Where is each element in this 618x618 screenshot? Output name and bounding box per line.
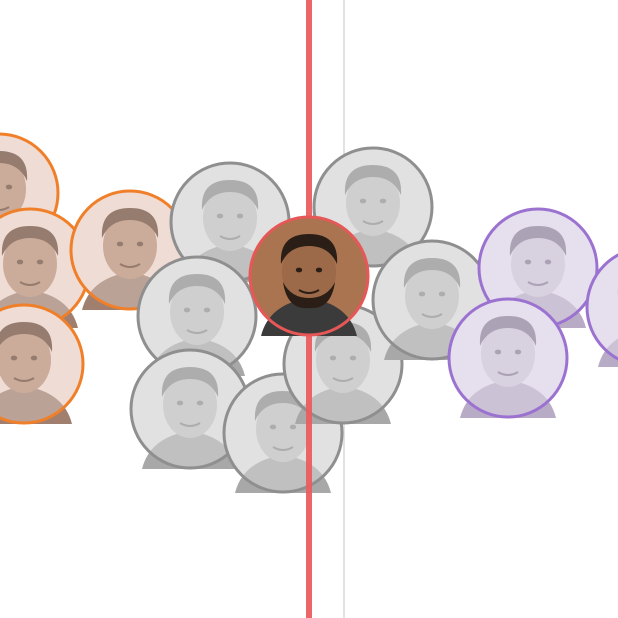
avatar-eye-left bbox=[359, 198, 367, 204]
avatar-face bbox=[481, 321, 535, 387]
avatar-wash bbox=[449, 299, 567, 417]
avatar-eye-right bbox=[36, 259, 44, 265]
avatar-eye-left bbox=[216, 213, 224, 219]
avatar-hair bbox=[161, 367, 219, 397]
avatar-disc bbox=[587, 255, 618, 359]
avatar-eye-right bbox=[196, 400, 204, 406]
avatar-face bbox=[511, 231, 565, 297]
avatar-wash bbox=[587, 255, 618, 359]
avatar-mouth bbox=[219, 235, 241, 240]
avatar-ring bbox=[447, 297, 569, 419]
avatar-hair bbox=[0, 151, 28, 181]
avatar-wash bbox=[0, 305, 83, 423]
avatar-mouth bbox=[19, 281, 41, 286]
avatar-face bbox=[3, 231, 57, 297]
avatar-hair bbox=[403, 258, 461, 288]
avatar-hair bbox=[0, 322, 53, 352]
avatar-eye-right bbox=[289, 424, 297, 430]
avatar-mouth bbox=[497, 371, 519, 376]
avatar-eye-right bbox=[379, 198, 387, 204]
avatar-face bbox=[405, 263, 459, 329]
avatar-beard bbox=[283, 282, 335, 309]
avatar-wash bbox=[479, 209, 597, 327]
avatar-eye-right bbox=[544, 259, 552, 265]
avatar-mouth bbox=[179, 422, 201, 427]
avatar-hair bbox=[201, 180, 259, 210]
avatar-hair bbox=[101, 208, 159, 238]
avatar-mouth bbox=[186, 329, 208, 334]
avatar-mouth bbox=[332, 377, 354, 382]
avatar-face bbox=[170, 279, 224, 345]
player-avatar-o4[interactable] bbox=[0, 303, 85, 425]
avatar-eye-right bbox=[438, 291, 446, 297]
avatar-face bbox=[316, 327, 370, 393]
avatar-eye-right bbox=[349, 355, 357, 361]
avatar-hair bbox=[479, 316, 537, 346]
avatar-eye-left bbox=[524, 259, 532, 265]
avatar-shoulders bbox=[460, 380, 556, 418]
player-avatar-g3[interactable] bbox=[129, 348, 251, 470]
avatar-eye-right bbox=[203, 307, 211, 313]
player-avatar-p2[interactable] bbox=[447, 297, 569, 419]
avatar-eye-right bbox=[5, 184, 13, 190]
avatar-eye-right bbox=[236, 213, 244, 219]
avatar-mouth bbox=[421, 313, 443, 318]
avatar-shoulders bbox=[142, 431, 238, 469]
avatar-mouth bbox=[527, 281, 549, 286]
avatar-mouth bbox=[298, 289, 320, 294]
avatar-wash bbox=[138, 257, 256, 375]
avatar-eye-right bbox=[315, 267, 323, 273]
avatar-eye-right bbox=[514, 349, 522, 355]
avatar-mouth bbox=[362, 220, 384, 225]
avatar-hair bbox=[509, 226, 567, 256]
avatar-wash bbox=[131, 350, 249, 468]
avatar-face bbox=[0, 327, 51, 393]
avatar-ring bbox=[222, 372, 344, 494]
avatar-hair bbox=[280, 234, 338, 264]
avatar-hair bbox=[344, 165, 402, 195]
avatar-shoulders bbox=[295, 386, 391, 424]
avatar-eye-left bbox=[10, 355, 18, 361]
avatar-eye-left bbox=[116, 241, 124, 247]
avatar-eye-right bbox=[136, 241, 144, 247]
avatar-mouth bbox=[272, 446, 294, 451]
avatar-ring bbox=[585, 253, 618, 361]
avatar-eye-right bbox=[30, 355, 38, 361]
avatar-face bbox=[282, 239, 336, 305]
avatar-ring bbox=[0, 132, 60, 254]
avatar-ring bbox=[0, 303, 85, 425]
avatar-face bbox=[103, 213, 157, 279]
avatar-mouth bbox=[13, 377, 35, 382]
avatar-face bbox=[163, 372, 217, 438]
avatar-ring bbox=[248, 215, 370, 337]
avatar-mouth bbox=[119, 263, 141, 268]
avatar-hair bbox=[168, 274, 226, 304]
avatar-eye-left bbox=[329, 355, 337, 361]
avatar-wash bbox=[0, 209, 89, 327]
avatar-ring bbox=[312, 146, 434, 268]
avatar-shoulders bbox=[261, 298, 357, 336]
player-avatar-h1[interactable] bbox=[248, 215, 370, 337]
avatar-face bbox=[346, 170, 400, 236]
avatar-eye-left bbox=[16, 259, 24, 265]
avatar-eye-left bbox=[183, 307, 191, 313]
player-avatar-p3[interactable] bbox=[585, 248, 618, 367]
avatar-eye-left bbox=[418, 291, 426, 297]
avatar-face bbox=[256, 396, 310, 462]
avatar-face bbox=[0, 156, 26, 222]
avatar-hair bbox=[1, 226, 59, 256]
avatar-eye-left bbox=[269, 424, 277, 430]
avatar-eye-left bbox=[295, 267, 303, 273]
avatar-mouth bbox=[0, 206, 10, 211]
avatar-eye-left bbox=[494, 349, 502, 355]
avatar-eye-left bbox=[176, 400, 184, 406]
avatar-face bbox=[203, 185, 257, 251]
